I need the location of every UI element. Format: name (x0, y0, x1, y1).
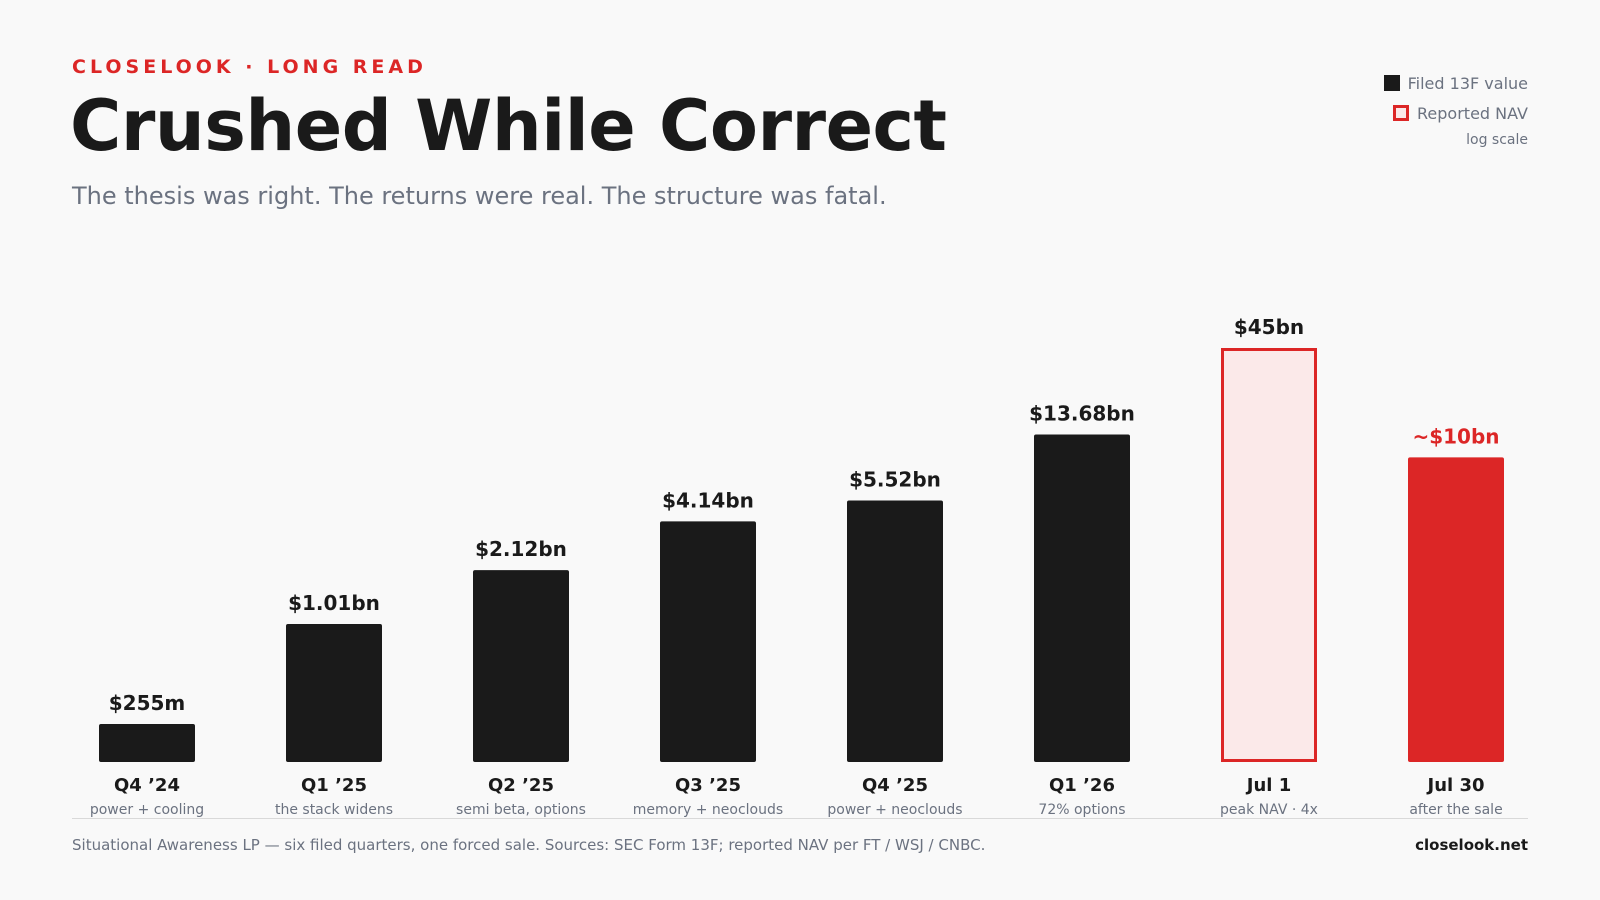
footer-source: Situational Awareness LP — six filed qua… (72, 836, 986, 854)
footer-brand: closelook.net (1415, 836, 1528, 854)
bar-filed-13f (473, 570, 569, 762)
category-sublabel: 72% options (1038, 802, 1125, 818)
bar-value-label: $13.68bn (1029, 402, 1135, 426)
bar-value-label: $255m (109, 691, 186, 715)
bar-nav-peak (1221, 348, 1317, 762)
bar-value-label: ~$10bn (1412, 424, 1499, 448)
category-label: Q1 ’25 (301, 775, 367, 796)
bar-value-label: $2.12bn (475, 537, 567, 561)
legend-label-nav: Reported NAV (1417, 103, 1528, 123)
bar-value-label: $1.01bn (288, 591, 380, 615)
legend-item-nav: Reported NAV (1288, 98, 1528, 128)
category-sublabel: memory + neoclouds (633, 802, 783, 818)
category-sublabel: after the sale (1409, 802, 1502, 818)
bar-filed-13f (286, 623, 382, 762)
bar-filed-13f (847, 500, 943, 762)
category-label: Q3 ’25 (675, 775, 741, 796)
category-sublabel: peak NAV · 4x (1220, 802, 1318, 818)
category-sublabel: the stack widens (275, 802, 393, 818)
legend-label-filed: Filed 13F value (1407, 73, 1528, 93)
legend: Filed 13F value Reported NAV log scale (1288, 68, 1528, 148)
legend-item-filed: Filed 13F value (1288, 68, 1528, 98)
kicker: CLOSELOOK · LONG READ (72, 56, 427, 78)
category-label: Jul 30 (1426, 775, 1485, 796)
bar-nav-after-sale (1408, 457, 1504, 762)
category-label: Q2 ’25 (488, 775, 554, 796)
category-label: Q4 ’24 (114, 775, 180, 796)
category-sublabel: power + neoclouds (827, 802, 962, 818)
category-sublabel: semi beta, options (456, 802, 586, 818)
bar-value-label: $5.52bn (849, 468, 941, 492)
footer-divider (72, 818, 1528, 819)
category-label: Q1 ’26 (1049, 775, 1115, 796)
chart-subtitle: The thesis was right. The returns were r… (72, 182, 887, 210)
legend-swatch-nav (1393, 105, 1410, 121)
bar-filed-13f (660, 521, 756, 762)
chart-title: Crushed While Correct (70, 85, 947, 167)
category-sublabel: power + cooling (90, 802, 204, 818)
legend-swatch-filed (1383, 75, 1400, 91)
category-label: Q4 ’25 (862, 775, 928, 796)
scale-note: log scale (1466, 132, 1528, 148)
bar-filed-13f (99, 724, 195, 762)
bar-value-label: $45bn (1234, 315, 1304, 339)
bar-filed-13f (1034, 434, 1130, 762)
category-label: Jul 1 (1245, 775, 1291, 796)
bar-value-label: $4.14bn (662, 488, 754, 512)
